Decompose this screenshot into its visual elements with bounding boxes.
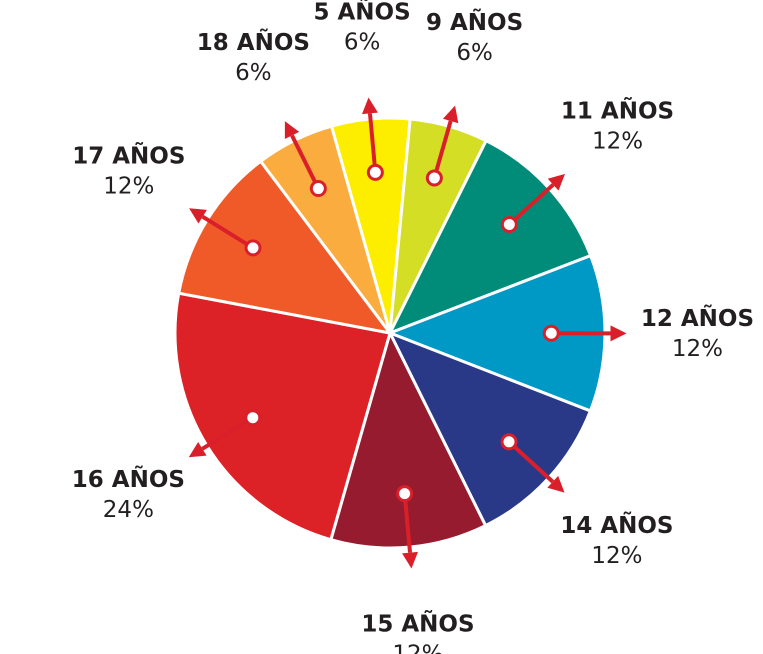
arrow-line (290, 134, 321, 190)
arrow-line (507, 183, 555, 227)
slice-label: 5 AÑOS (313, 0, 410, 25)
arrow-line (367, 113, 378, 173)
value-label: 12% (672, 336, 723, 362)
slice-label: 17 AÑOS (72, 141, 185, 169)
arrow-head (547, 173, 566, 191)
slice-label: 9 AÑOS (426, 8, 523, 36)
marker (244, 239, 262, 257)
arrow-head (442, 105, 459, 124)
arrow-head (284, 121, 300, 140)
arrow-head (402, 551, 418, 569)
arrow-line (201, 415, 254, 451)
slice-label: 18 AÑOS (197, 28, 310, 56)
marker (366, 163, 384, 181)
value-label: 6% (456, 40, 493, 66)
marker (500, 433, 518, 451)
slice-label: 14 AÑOS (560, 511, 673, 539)
marker (425, 169, 443, 187)
arrow-line (507, 440, 555, 484)
arrow-line (432, 120, 453, 179)
arrow-head (188, 442, 207, 458)
arrow-line (201, 214, 255, 250)
value-label: 24% (103, 497, 154, 523)
arrow-head (189, 208, 207, 224)
arrow-head (362, 97, 378, 115)
value-label: 6% (344, 29, 381, 55)
slice-label: 12 AÑOS (641, 304, 754, 332)
slice-label: 15 AÑOS (361, 610, 474, 638)
arrow-line (402, 493, 413, 553)
arrow-head (610, 325, 627, 342)
marker (244, 409, 262, 427)
slice-label: 11 AÑOS (561, 97, 674, 125)
marker (500, 216, 518, 234)
value-label: 12% (392, 642, 443, 654)
value-label: 12% (592, 129, 643, 155)
arrow-head (547, 475, 565, 493)
value-label: 12% (103, 173, 154, 199)
marker (309, 180, 327, 198)
slice-label: 16 AÑOS (72, 465, 185, 493)
marker (396, 485, 414, 503)
marker (542, 324, 560, 342)
value-label: 12% (591, 543, 642, 569)
value-label: 6% (235, 60, 272, 86)
